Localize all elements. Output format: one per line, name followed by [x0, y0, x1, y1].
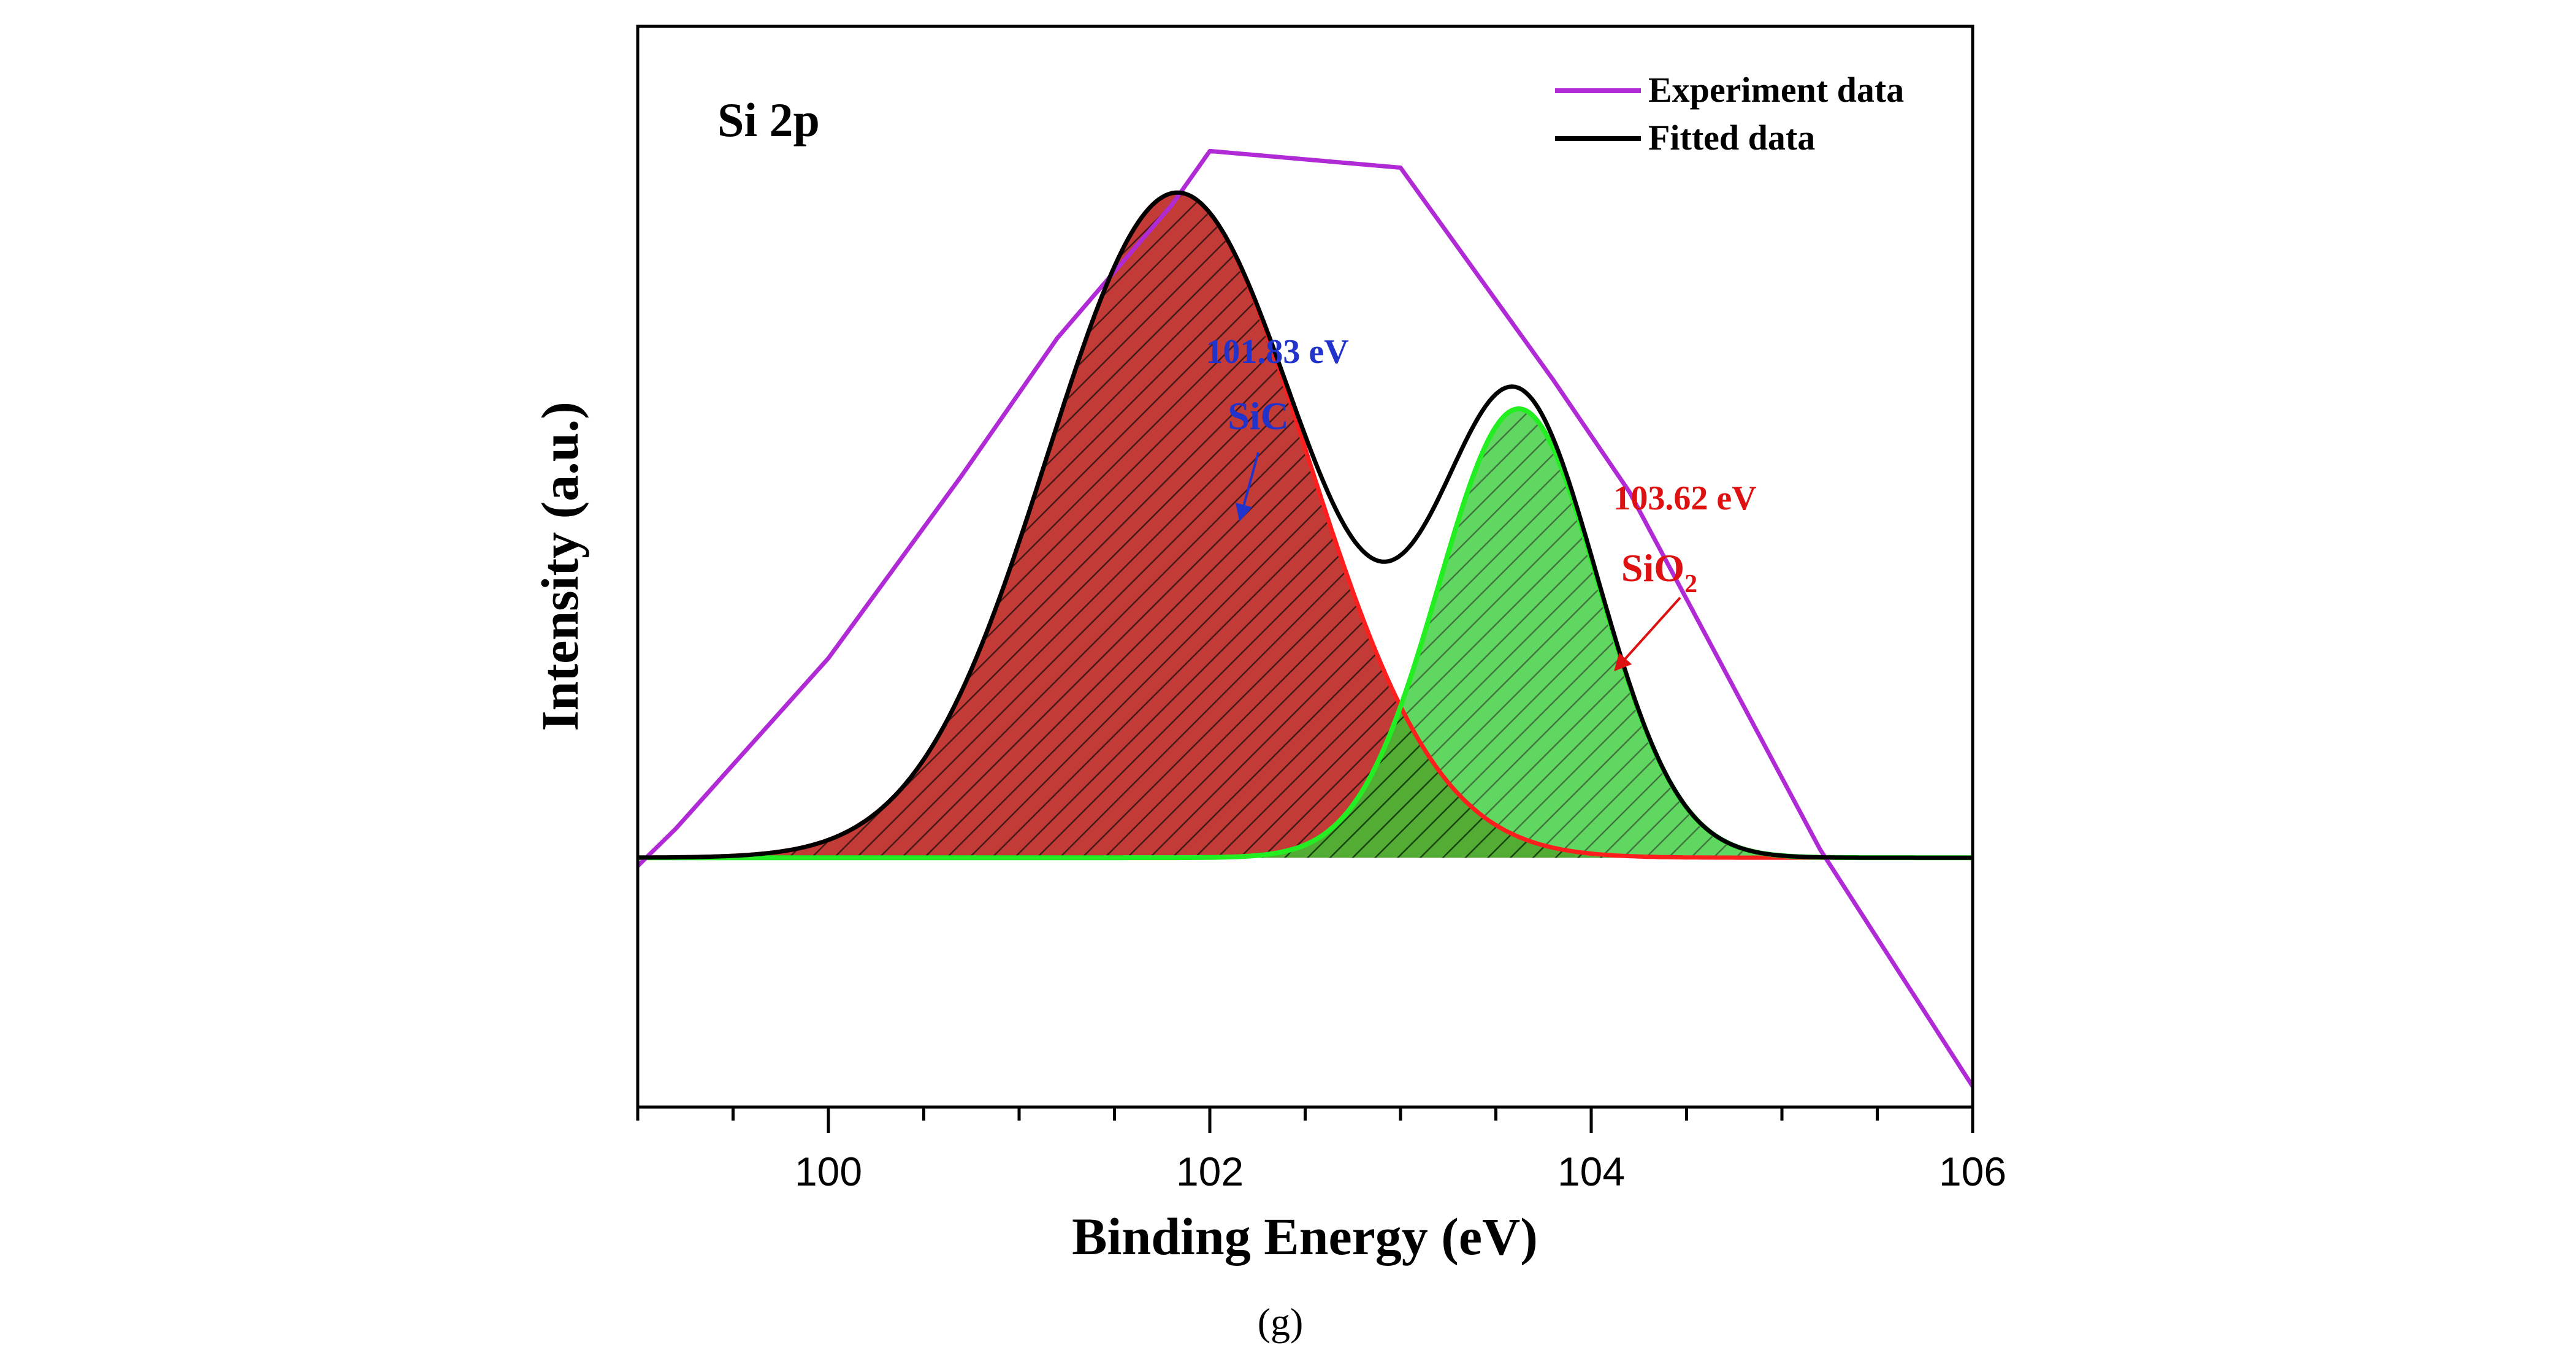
sio2-arrow: [1614, 596, 1681, 672]
x-tick-label: 100: [795, 1149, 862, 1194]
legend-label-fitted: Fitted data: [1648, 118, 1815, 158]
x-tick-label: 102: [1176, 1149, 1244, 1194]
figure-caption: (g): [1258, 1300, 1304, 1344]
sic-energy-label: 101.83 eV: [1206, 333, 1348, 371]
legend-label-experiment: Experiment data: [1648, 70, 1904, 110]
sic-component-fill: [638, 192, 1973, 858]
sio2-species-base: SiO: [1621, 546, 1684, 590]
sic-annotation: 101.83 eV SiC: [1206, 333, 1349, 522]
x-axis-ticks: 100 102 104 106: [636, 1107, 2006, 1194]
x-tick-label: 104: [1557, 1149, 1625, 1194]
plot-area: [638, 148, 1973, 1087]
sic-species-label: SiC: [1228, 394, 1289, 438]
sio2-species-subscript: 2: [1684, 570, 1697, 598]
y-axis-label: Intensity (a.u.): [530, 402, 589, 731]
sio2-energy-label: 103.62 eV: [1613, 479, 1756, 517]
sio2-component-fill: [638, 408, 1973, 858]
fitted-data-line: [638, 190, 1973, 860]
chart-title: Si 2p: [717, 93, 820, 147]
sio2-annotation: 103.62 eV SiO2: [1613, 479, 1757, 672]
experiment-data-line: [638, 148, 1973, 1087]
sic-arrow: [1236, 452, 1259, 522]
x-axis-label: Binding Energy (eV): [1072, 1207, 1538, 1266]
sio2-species-label: SiO2: [1621, 546, 1697, 598]
legend: Experiment data Fitted data: [1555, 70, 1904, 158]
x-tick-label: 106: [1939, 1149, 2006, 1194]
